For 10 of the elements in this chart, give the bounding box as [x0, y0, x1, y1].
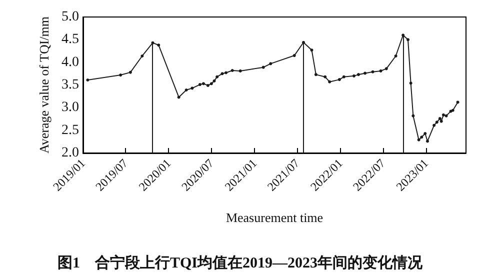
y-tick-label: 4.5 — [62, 32, 79, 48]
text: 图1 合宁段上行TQI均值在2019—2023年间的变化情况 — [57, 254, 424, 272]
y-tick-label: 3.5 — [62, 78, 79, 92]
y-tick-label: 3.0 — [62, 100, 79, 116]
x-axis-title: Measurement time — [226, 210, 324, 225]
y-tick-label: 2.5 — [62, 122, 79, 138]
y-tick-label: 2.0 — [62, 146, 79, 160]
y-axis-title: Average value of TQI/mm — [36, 16, 52, 154]
y-tick-label: 5.0 — [62, 10, 79, 24]
y-tick-label: 4.0 — [62, 54, 79, 70]
